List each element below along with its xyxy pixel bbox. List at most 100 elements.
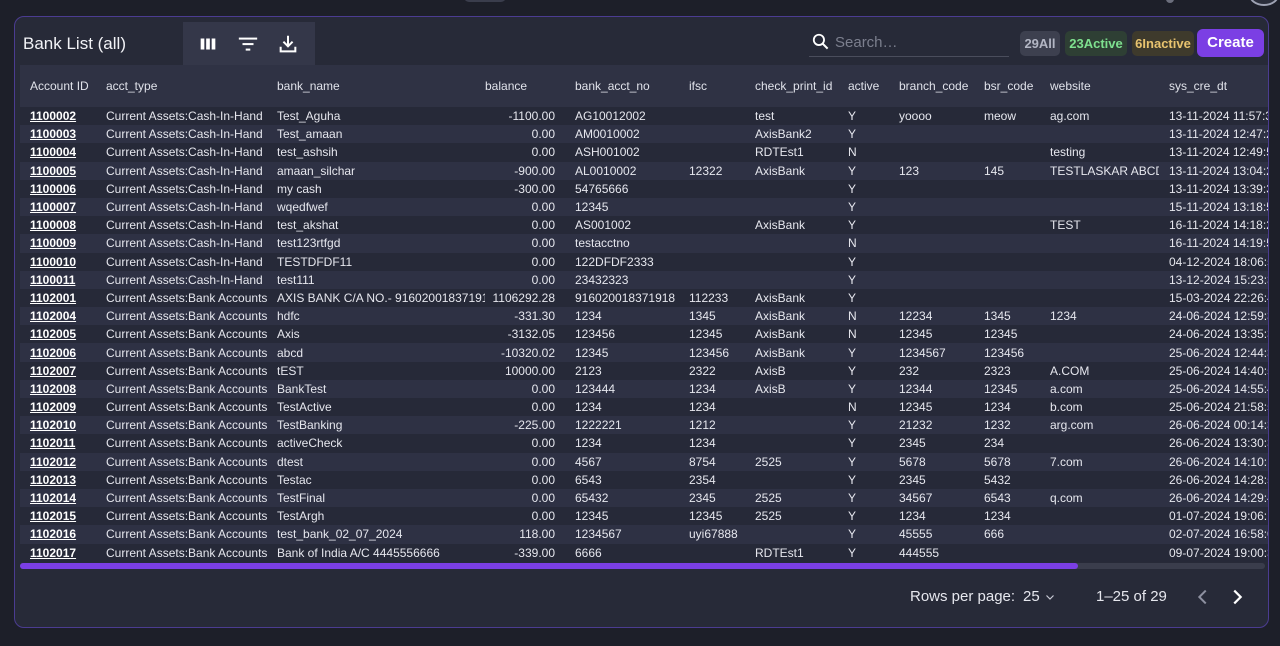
table-row[interactable]: 1102006 Current Assets:Bank Accounts abcd -… <box>20 343 1268 362</box>
account-id-link[interactable]: 1102009 <box>30 400 77 415</box>
column-header[interactable]: active <box>848 79 880 93</box>
table-cell: wqedfwef <box>277 200 328 215</box>
account-id-link[interactable]: 1102015 <box>30 509 77 524</box>
column-header[interactable]: website <box>1050 79 1091 93</box>
table-row[interactable]: 1102005 Current Assets:Bank Accounts Axis -… <box>20 325 1268 344</box>
account-id-link[interactable]: 1100009 <box>30 236 77 251</box>
column-header[interactable]: balance <box>485 79 528 93</box>
table-cell: uyi67888 <box>689 527 738 542</box>
table-cell: Y <box>848 290 857 305</box>
scrollbar-thumb[interactable] <box>20 563 1079 569</box>
table-cell: Test_amaan <box>277 127 343 142</box>
column-header[interactable]: check_print_id <box>755 79 833 93</box>
table-row[interactable]: 1102014 Current Assets:Bank Accounts TestF… <box>20 488 1268 508</box>
account-id-link[interactable]: 1102012 <box>30 454 77 469</box>
account-id-link[interactable]: 1100005 <box>30 163 77 178</box>
table-row[interactable]: 1100011 Current Assets:Cash-In-Hand test11… <box>20 270 1268 289</box>
account-id-link[interactable]: 1102007 <box>30 363 77 378</box>
table-row[interactable]: 1100007 Current Assets:Cash-In-Hand wqedfw… <box>20 197 1268 217</box>
account-id-link[interactable]: 1102004 <box>30 309 77 324</box>
horizontal-scrollbar[interactable] <box>20 563 1265 569</box>
table-row[interactable]: 1102013 Current Assets:Bank Accounts Testa… <box>20 470 1268 489</box>
table-cell: 12345 <box>689 327 723 342</box>
bank-table-container: Account ID acct_type bank_name balance bank_… <box>20 65 1268 565</box>
previous-page-button[interactable] <box>1192 586 1214 608</box>
top-nav-pill[interactable] <box>464 0 506 2</box>
top-icon[interactable] <box>1166 0 1174 3</box>
chevron-down-icon[interactable] <box>1044 591 1056 603</box>
table-cell: 0.00 <box>531 200 555 215</box>
table-row[interactable]: 1102015 Current Assets:Bank Accounts TestA… <box>20 507 1268 526</box>
filter-button[interactable] <box>237 33 259 55</box>
account-id-link[interactable]: 1102006 <box>30 345 77 360</box>
account-id-link[interactable]: 1102016 <box>30 527 77 542</box>
toolbar: Bank List (all) <box>15 17 1268 65</box>
account-id-link[interactable]: 1100006 <box>30 181 77 196</box>
account-id-link[interactable]: 1102005 <box>30 327 77 342</box>
account-id-link[interactable]: 1100011 <box>30 272 76 287</box>
table-cell: 0.00 <box>531 254 555 269</box>
account-id-link[interactable]: 1100007 <box>30 200 77 215</box>
table-row[interactable]: 1102001 Current Assets:Bank Accounts AXIS … <box>20 288 1268 308</box>
table-row[interactable]: 1102010 Current Assets:Bank Accounts TestB… <box>20 416 1268 435</box>
column-header[interactable]: branch_code <box>899 79 969 93</box>
next-page-button[interactable] <box>1226 586 1248 608</box>
table-row[interactable]: 1100005 Current Assets:Cash-In-Hand amaan_… <box>20 161 1268 180</box>
download-button[interactable] <box>277 33 299 55</box>
account-id-link[interactable]: 1102011 <box>30 436 76 451</box>
account-id-link[interactable]: 1102008 <box>30 381 77 396</box>
table-row[interactable]: 1102004 Current Assets:Bank Accounts hdfc -… <box>20 307 1268 326</box>
pagination: Rows per page: 25 1–25 of 29 <box>15 577 1268 627</box>
table-row[interactable]: 1102017 Current Assets:Bank Accounts Bank … <box>20 543 1268 562</box>
table-cell: 12234 <box>899 309 933 324</box>
table-cell: 232 <box>899 363 920 378</box>
column-header[interactable]: sys_cre_dt <box>1169 79 1228 93</box>
table-cell: AG10012002 <box>575 109 646 124</box>
table-row[interactable]: 1100003 Current Assets:Cash-In-Hand Test_a… <box>20 125 1268 144</box>
account-id-link[interactable]: 1102014 <box>30 491 77 506</box>
table-row[interactable]: 1100010 Current Assets:Cash-In-Hand TESTDF… <box>20 252 1268 271</box>
table-row[interactable]: 1102008 Current Assets:Bank Accounts BankT… <box>20 379 1268 398</box>
table-row[interactable]: 1102007 Current Assets:Bank Accounts tEST 1… <box>20 361 1268 380</box>
account-id-link[interactable]: 1100003 <box>30 127 77 142</box>
account-id-link[interactable]: 1100010 <box>30 254 77 269</box>
columns-button[interactable] <box>197 33 219 55</box>
table-row[interactable]: 1102009 Current Assets:Bank Accounts TestA… <box>20 398 1268 417</box>
account-id-link[interactable]: 1102017 <box>30 545 77 560</box>
table-row[interactable]: 1100008 Current Assets:Cash-In-Hand test_a… <box>20 216 1268 235</box>
table-row[interactable]: 1100006 Current Assets:Cash-In-Hand my cas… <box>20 179 1268 198</box>
table-row[interactable]: 1102012 Current Assets:Bank Accounts dtest… <box>20 452 1268 471</box>
avatar[interactable] <box>1249 0 1279 6</box>
table-row[interactable]: 1102011 Current Assets:Bank Accounts activ… <box>20 434 1268 453</box>
badge-count: 6 <box>1135 36 1143 51</box>
table-row[interactable]: 1100002 Current Assets:Cash-In-Hand Test_A… <box>20 107 1268 126</box>
account-id-link[interactable]: 1102010 <box>30 418 77 433</box>
column-header[interactable]: acct_type <box>106 79 158 93</box>
badge-label: All <box>1038 36 1056 51</box>
column-header[interactable]: bsr_code <box>984 79 1034 93</box>
table-cell: 13-11-2024 12:47:2 <box>1169 127 1268 142</box>
search-input[interactable] <box>835 31 1003 53</box>
column-header[interactable]: ifsc <box>689 79 707 93</box>
rows-per-page-select[interactable]: 25 <box>1023 588 1040 605</box>
account-id-link[interactable]: 1102013 <box>30 472 77 487</box>
table-row[interactable]: 1100004 Current Assets:Cash-In-Hand test_a… <box>20 143 1268 162</box>
table-row[interactable]: 1102016 Current Assets:Bank Accounts test_… <box>20 525 1268 544</box>
filter-badge-inactive[interactable]: 6Inactive <box>1132 31 1194 56</box>
account-id-link[interactable]: 1100004 <box>30 145 77 160</box>
filter-badge-all[interactable]: 29All <box>1020 31 1060 56</box>
table-cell: test123rtfgd <box>277 236 341 251</box>
column-header[interactable]: bank_name <box>277 79 340 93</box>
account-id-link[interactable]: 1100002 <box>30 109 77 124</box>
table-row[interactable]: 1100009 Current Assets:Cash-In-Hand test12… <box>20 234 1268 253</box>
account-id-link[interactable]: 1100008 <box>30 218 77 233</box>
column-header[interactable]: Account ID <box>30 79 89 93</box>
table-cell: 1234 <box>689 400 716 415</box>
table-cell: q.com <box>1050 491 1083 506</box>
column-header[interactable]: bank_acct_no <box>575 79 650 93</box>
table-cell: arg.com <box>1050 418 1094 433</box>
account-id-link[interactable]: 1102001 <box>30 290 77 305</box>
create-button[interactable]: Create <box>1197 29 1264 57</box>
filter-badge-active[interactable]: 23Active <box>1065 31 1127 56</box>
table-cell: -1100.00 <box>508 109 555 124</box>
